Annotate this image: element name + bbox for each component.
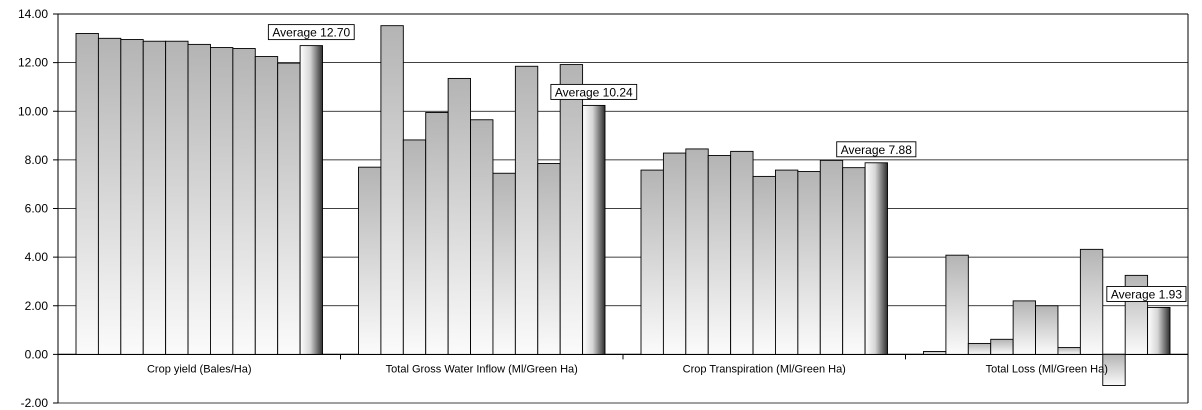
category-label: Total Gross Water Inflow (Ml/Green Ha) bbox=[386, 363, 578, 375]
y-tick-label: 2.00 bbox=[25, 299, 49, 313]
bars bbox=[75, 25, 1171, 386]
bar bbox=[210, 47, 234, 355]
average-bar bbox=[864, 162, 888, 355]
average-bar bbox=[1147, 307, 1171, 355]
bar bbox=[662, 152, 687, 355]
category-label-line: Crop yield (Bales/Ha) bbox=[147, 363, 252, 375]
bar bbox=[537, 163, 561, 355]
bar bbox=[97, 37, 122, 355]
bar bbox=[1102, 353, 1126, 386]
average-bar bbox=[299, 45, 323, 355]
bar bbox=[120, 39, 144, 355]
average-label: Average 7.88 bbox=[841, 143, 912, 157]
bar bbox=[797, 171, 821, 355]
bar bbox=[842, 167, 866, 355]
y-tick-label: 10.00 bbox=[18, 104, 48, 118]
category-label: Total Loss (Ml/Green Ha) bbox=[986, 363, 1108, 375]
bar bbox=[967, 342, 992, 355]
bar bbox=[1012, 300, 1036, 355]
bar bbox=[819, 159, 844, 355]
bar bbox=[752, 175, 776, 355]
category-label: Crop yield (Bales/Ha) bbox=[147, 363, 252, 375]
bar bbox=[1035, 305, 1059, 355]
bar bbox=[1057, 347, 1081, 355]
bar bbox=[640, 169, 664, 355]
bar bbox=[277, 62, 301, 355]
y-tick-label: 12.00 bbox=[18, 56, 48, 70]
average-label-box bbox=[836, 141, 917, 158]
average-label-box bbox=[550, 83, 638, 100]
bar bbox=[923, 351, 947, 355]
category-label-line: Total Gross Water Inflow (Ml/Green Ha) bbox=[386, 363, 578, 375]
bar bbox=[492, 172, 516, 355]
bar bbox=[514, 65, 539, 355]
bar bbox=[447, 77, 471, 355]
category-label: Crop Transpiration (Ml/Green Ha) bbox=[683, 363, 846, 375]
bar bbox=[425, 112, 449, 355]
bar bbox=[75, 33, 99, 355]
bar bbox=[380, 25, 404, 355]
bar bbox=[358, 166, 382, 355]
bar bbox=[730, 150, 754, 355]
bar bbox=[142, 40, 167, 355]
bar bbox=[254, 56, 279, 355]
bar bbox=[685, 148, 709, 355]
average-label-box bbox=[267, 24, 355, 41]
labels: -2.00 0.00 2.00 4.00 6.00 8.00 10.00 12.00 14.00… bbox=[18, 7, 1187, 410]
bar bbox=[232, 48, 256, 355]
y-tick-label: 0.00 bbox=[25, 347, 49, 361]
category-label-line: Total Loss (Ml/Green Ha) bbox=[986, 363, 1108, 375]
average-label: Average 12.70 bbox=[272, 26, 350, 40]
y-tick-label: 14.00 bbox=[18, 7, 48, 21]
bar bbox=[187, 43, 211, 355]
bar bbox=[990, 338, 1014, 355]
bar bbox=[1079, 248, 1104, 355]
bar bbox=[945, 254, 969, 355]
y-tick-label: 4.00 bbox=[25, 250, 49, 264]
average-bar bbox=[582, 104, 606, 355]
average-label: Average 1.93 bbox=[1111, 287, 1182, 301]
y-tick-label: 6.00 bbox=[25, 202, 49, 216]
category-label-line: Crop Transpiration (Ml/Green Ha) bbox=[683, 363, 846, 375]
bar bbox=[165, 40, 189, 355]
bar bbox=[470, 119, 494, 355]
bar bbox=[559, 64, 584, 355]
bar bbox=[775, 169, 799, 355]
bar bbox=[402, 139, 427, 355]
y-tick-label: -2.00 bbox=[21, 396, 49, 410]
average-label: Average 10.24 bbox=[555, 85, 633, 99]
average-label-box bbox=[1106, 286, 1187, 302]
bar bbox=[707, 155, 732, 355]
y-tick-label: 8.00 bbox=[25, 153, 49, 167]
